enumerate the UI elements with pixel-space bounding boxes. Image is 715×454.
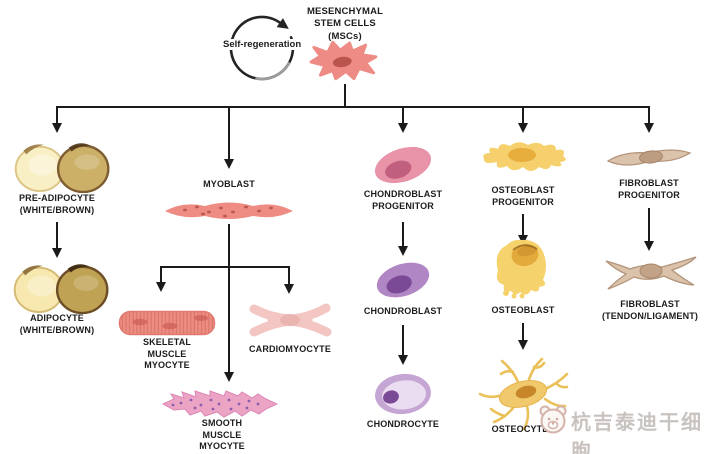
skeletal-muscle-myocyte-label: SKELETAL MUSCLE MYOCYTE <box>142 337 192 371</box>
smooth-muscle-cell-illustration <box>161 390 279 418</box>
osteocyte-label: OSTEOCYTE <box>491 424 549 434</box>
line-to-chondroblast-progenitor <box>401 105 405 125</box>
line-msc-stem <box>343 84 347 106</box>
watermark-text: 杭吉泰迪干细胞 <box>571 412 703 454</box>
cardiomyocyte-cell-illustration <box>249 303 332 337</box>
arrowhead-to-chondroblast-progenitor <box>397 123 408 133</box>
self-regeneration-label: Self-regeneration <box>221 39 304 50</box>
arrowhead-osteoblast-to-osteocyte <box>517 340 528 350</box>
line-progenitor-to-chondroblast <box>401 222 405 247</box>
line-progenitor-to-osteoblast <box>521 214 525 236</box>
myoblast-label: MYOBLAST <box>203 179 255 189</box>
osteoblast-label: OSTEOBLAST <box>491 305 555 315</box>
line-to-cardiomyocyte <box>287 265 291 286</box>
osteoblast-progenitor-cell-illustration <box>483 142 566 171</box>
fibroblast-cell-illustration <box>605 256 697 290</box>
line-preadipocyte-to-adipocyte <box>55 222 59 249</box>
fibroblast-progenitor-cell-illustration <box>606 149 692 166</box>
adipocyte-cells-illustration <box>13 264 109 314</box>
chondroblast-progenitor-cell-illustration <box>374 146 432 184</box>
line-to-fibroblast-progenitor <box>647 105 651 125</box>
arrowhead-to-osteoblast-progenitor <box>517 123 528 133</box>
msc-cell-illustration <box>309 40 378 81</box>
self-regeneration-arrow-icon <box>229 15 295 81</box>
arrowhead-progenitor-to-chondroblast <box>397 246 408 256</box>
arrowhead-progenitor-to-fibroblast <box>643 241 654 251</box>
arrowhead-to-skeletal-myocyte <box>155 282 166 292</box>
arrowhead-to-smooth-myocyte <box>223 372 234 382</box>
arrowhead-preadipocyte-to-adipocyte <box>51 248 62 258</box>
osteocyte-cell-illustration <box>478 357 569 431</box>
line-osteoblast-to-osteocyte <box>521 323 525 341</box>
adipocyte-label: ADIPOCYTE (WHITE/BROWN) <box>19 313 95 335</box>
osteoblast-progenitor-label: OSTEOBLAST PROGENITOR <box>491 185 555 207</box>
fibroblast-label: FIBROBLAST (TENDON/LIGAMENT) <box>601 299 699 321</box>
chondroblast-progenitor-label: CHONDROBLAST PROGENITOR <box>363 189 443 211</box>
smooth-muscle-myocyte-label: SMOOTH MUSCLE MYOCYTE <box>199 418 245 452</box>
cardiomyocyte-label: CARDIOMYOCYTE <box>249 344 331 354</box>
pre-adipocyte-cells-illustration <box>14 143 110 193</box>
pre-adipocyte-label: PRE-ADIPOCYTE (WHITE/BROWN) <box>19 193 95 215</box>
line-progenitor-to-fibroblast <box>647 208 651 242</box>
line-to-osteoblast-progenitor <box>521 105 525 125</box>
chondrocyte-label: CHONDROCYTE <box>366 419 440 429</box>
line-chondroblast-to-chondrocyte <box>401 325 405 356</box>
chondrocyte-cell-illustration <box>375 373 431 415</box>
msc-title: MESENCHYMAL STEM CELLS (MSCs) <box>306 6 384 42</box>
arrowhead-to-fibroblast-progenitor <box>643 123 654 133</box>
line-to-preadipocyte <box>55 105 59 125</box>
line-branch-horizontal <box>56 105 650 108</box>
line-to-smooth-myocyte <box>227 265 231 374</box>
teddy-bear-icon <box>539 405 567 434</box>
skeletal-muscle-cell-illustration <box>118 310 216 336</box>
arrowhead-to-cardiomyocyte <box>283 284 294 294</box>
arrowhead-to-preadipocyte <box>51 123 62 133</box>
fibroblast-progenitor-label: FIBROBLAST PROGENITOR <box>618 178 680 200</box>
arrowhead-chondroblast-to-chondrocyte <box>397 355 408 365</box>
line-to-skeletal-myocyte <box>159 265 163 284</box>
chondroblast-label: CHONDROBLAST <box>363 306 443 316</box>
arrowhead-to-myoblast <box>223 159 234 169</box>
line-myoblast-stem <box>227 224 231 268</box>
chondroblast-cell-illustration <box>376 262 430 298</box>
myoblast-cell-illustration <box>165 202 293 219</box>
line-to-myoblast <box>227 105 231 161</box>
osteoblast-cell-illustration <box>496 239 546 299</box>
line-myoblast-branch-horizontal <box>160 265 290 268</box>
